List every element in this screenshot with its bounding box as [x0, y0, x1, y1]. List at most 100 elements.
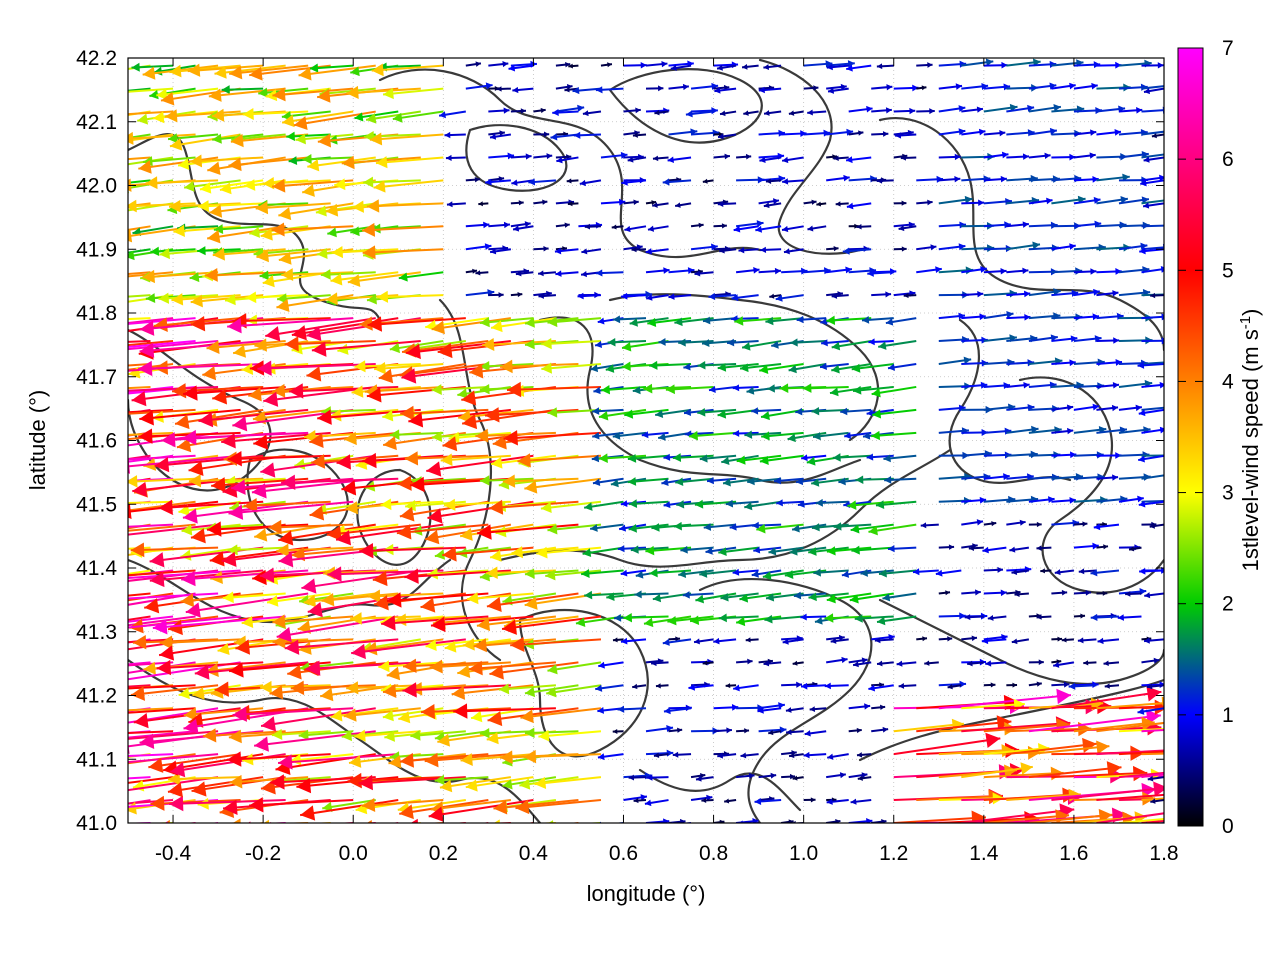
wind-vector — [139, 408, 241, 426]
wind-vector — [667, 156, 692, 164]
wind-vector — [781, 267, 808, 275]
wind-vector — [758, 198, 780, 205]
wind-vector — [276, 615, 399, 643]
wind-vector — [194, 661, 309, 680]
wind-vector — [1118, 750, 1164, 756]
wind-vector — [1141, 426, 1164, 434]
contour-line — [378, 68, 762, 259]
wind-vector — [128, 340, 174, 347]
wind-vector — [1077, 637, 1097, 644]
wind-vector — [128, 475, 196, 488]
wind-vector — [255, 201, 331, 215]
wind-vector — [335, 523, 444, 546]
wind-vector — [242, 107, 309, 120]
wind-vector — [128, 248, 151, 254]
wind-vector — [898, 225, 917, 232]
wind-vector — [128, 753, 219, 764]
wind-vector — [446, 201, 466, 208]
wind-vector — [350, 612, 421, 625]
y-tick-label: 42.0 — [76, 175, 117, 198]
wind-vector — [685, 110, 714, 118]
wind-vector — [290, 680, 376, 696]
wind-vector — [1028, 104, 1062, 113]
wind-vector — [582, 110, 602, 117]
wind-vector — [227, 317, 354, 334]
wind-vector — [987, 614, 1007, 621]
wind-vector — [848, 703, 871, 710]
wind-vector — [361, 798, 444, 812]
wind-vector — [896, 660, 917, 667]
wind-vector — [278, 202, 354, 221]
wind-vector — [876, 63, 894, 70]
wind-vector — [396, 523, 489, 540]
wind-vector — [785, 729, 804, 736]
wind-vector — [183, 385, 286, 401]
wind-vector — [1053, 661, 1075, 668]
wind-vector — [326, 523, 421, 541]
wind-vector — [627, 477, 669, 486]
wind-vector — [538, 293, 556, 299]
wind-vector — [600, 62, 613, 68]
wind-vector — [699, 569, 737, 578]
wind-vector — [566, 178, 579, 184]
wind-vector — [533, 245, 549, 252]
wind-vector — [1118, 705, 1164, 710]
wind-vector — [375, 156, 444, 169]
wind-vector — [128, 777, 129, 779]
wind-vector — [713, 153, 730, 160]
wind-vector — [803, 797, 816, 803]
wind-vector — [983, 129, 1006, 137]
wind-vector — [800, 682, 827, 690]
y-tick-label: 41.3 — [76, 621, 117, 644]
wind-vector — [1073, 288, 1100, 297]
wind-vector — [983, 310, 1014, 320]
colorbar-gradient — [1177, 47, 1204, 827]
wind-vector — [627, 454, 669, 463]
wind-vector — [128, 500, 196, 512]
wind-vector — [1141, 265, 1164, 274]
wind-vector — [128, 225, 151, 231]
wind-vector — [510, 221, 531, 228]
wind-vector — [645, 724, 674, 733]
wind-vector — [1097, 637, 1120, 645]
wind-vector — [307, 156, 376, 172]
wind-vector — [633, 797, 647, 804]
wind-vector — [717, 752, 737, 759]
wind-vector — [1141, 474, 1164, 480]
wind-vector — [804, 730, 827, 737]
wind-vector — [568, 63, 579, 69]
x-tick-label: 1.4 — [969, 842, 999, 865]
wind-vector — [702, 660, 714, 666]
wind-vector — [515, 799, 602, 815]
wind-vector — [171, 383, 264, 399]
wind-vector — [1141, 406, 1164, 411]
wind-vector — [662, 178, 692, 186]
wind-vector — [262, 177, 331, 190]
wind-vector — [683, 408, 714, 417]
wind-vector — [595, 86, 624, 94]
wind-vector — [961, 496, 987, 504]
wind-vector — [128, 157, 129, 159]
wind-vector — [736, 820, 759, 823]
wind-vector — [378, 363, 466, 384]
wind-vector — [1051, 359, 1076, 367]
wind-vector — [1149, 523, 1164, 529]
wind-vector — [690, 222, 704, 228]
wind-vector — [1118, 404, 1142, 412]
wind-vector — [410, 818, 511, 823]
wind-vector — [128, 730, 196, 739]
wind-vector — [733, 225, 759, 233]
wind-vector — [641, 431, 669, 439]
wind-vector — [1163, 340, 1164, 342]
wind-vector — [705, 546, 737, 555]
wind-vector — [1141, 752, 1164, 756]
wind-vector — [760, 246, 782, 254]
wind-vector — [967, 660, 984, 667]
wind-vector — [128, 638, 174, 644]
wind-vector — [1036, 545, 1052, 551]
wind-vector — [1151, 133, 1164, 139]
wind-vector — [1141, 706, 1164, 710]
wind-vector — [1006, 267, 1029, 275]
wind-vector — [354, 729, 421, 742]
colorbar-tick-label: 1 — [1222, 704, 1234, 727]
